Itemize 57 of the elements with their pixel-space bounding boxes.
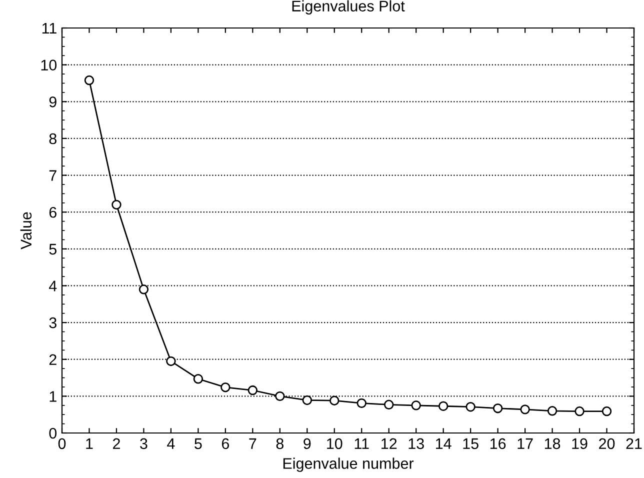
x-tick-label: 2 <box>112 438 120 449</box>
y-tick-label: 8 <box>49 133 56 144</box>
point <box>602 406 612 416</box>
y-tick-label: 6 <box>49 206 56 218</box>
point <box>112 200 122 210</box>
x-tick-label: 18 <box>544 438 560 450</box>
x-tick-label: 15 <box>463 438 478 450</box>
point <box>356 398 366 408</box>
x-tick-label: 3 <box>140 438 148 450</box>
x-tick-label: 16 <box>490 438 506 450</box>
x-tick-label: 13 <box>408 438 424 450</box>
point <box>547 406 558 416</box>
point <box>302 395 312 406</box>
x-tick-label: 7 <box>249 438 256 449</box>
x-tick-label: 1 <box>86 438 93 449</box>
x-axis-title: Eigenvalue number <box>283 458 414 472</box>
point <box>438 401 448 411</box>
y-tick-label: 11 <box>42 23 56 34</box>
y-tick-label: 9 <box>49 96 56 108</box>
point <box>138 284 149 294</box>
y-tick-label: 1 <box>50 391 56 402</box>
x-tick-label: 0 <box>58 438 66 450</box>
point <box>574 406 584 416</box>
x-tick-label: 4 <box>167 438 175 449</box>
point <box>220 382 230 392</box>
point <box>411 400 421 410</box>
y-tick-label: 4 <box>48 280 57 292</box>
x-tick-label: 19 <box>572 438 588 450</box>
x-tick-label: 8 <box>276 438 284 450</box>
point <box>84 75 94 86</box>
point <box>520 404 530 414</box>
y-tick-label: 0 <box>49 428 57 439</box>
point <box>492 403 503 414</box>
point <box>248 385 258 396</box>
y-tick-label: 5 <box>49 244 56 255</box>
point <box>275 391 285 402</box>
y-axis-title: Value <box>20 212 32 250</box>
point <box>166 356 176 366</box>
x-tick-label: 21 <box>626 438 642 449</box>
x-tick-label: 10 <box>327 438 342 450</box>
y-tick-label: 2 <box>49 354 56 365</box>
x-tick-label: 17 <box>518 438 533 449</box>
y-tick-label: 3 <box>49 317 56 328</box>
point <box>193 374 204 384</box>
x-tick-label: 14 <box>436 438 452 449</box>
x-tick-label: 20 <box>599 438 615 450</box>
x-tick-label: 9 <box>304 438 311 450</box>
point <box>330 396 340 406</box>
x-tick-label: 12 <box>382 438 397 449</box>
chart-title: Eigenvalues Plot <box>292 0 405 15</box>
x-tick-label: 11 <box>354 438 369 449</box>
x-tick-label: 5 <box>194 438 202 450</box>
y-tick-label: 10 <box>41 60 57 71</box>
point <box>384 400 394 410</box>
y-tick-label: 7 <box>49 170 56 181</box>
point <box>466 402 476 412</box>
x-tick-label: 6 <box>222 438 230 450</box>
